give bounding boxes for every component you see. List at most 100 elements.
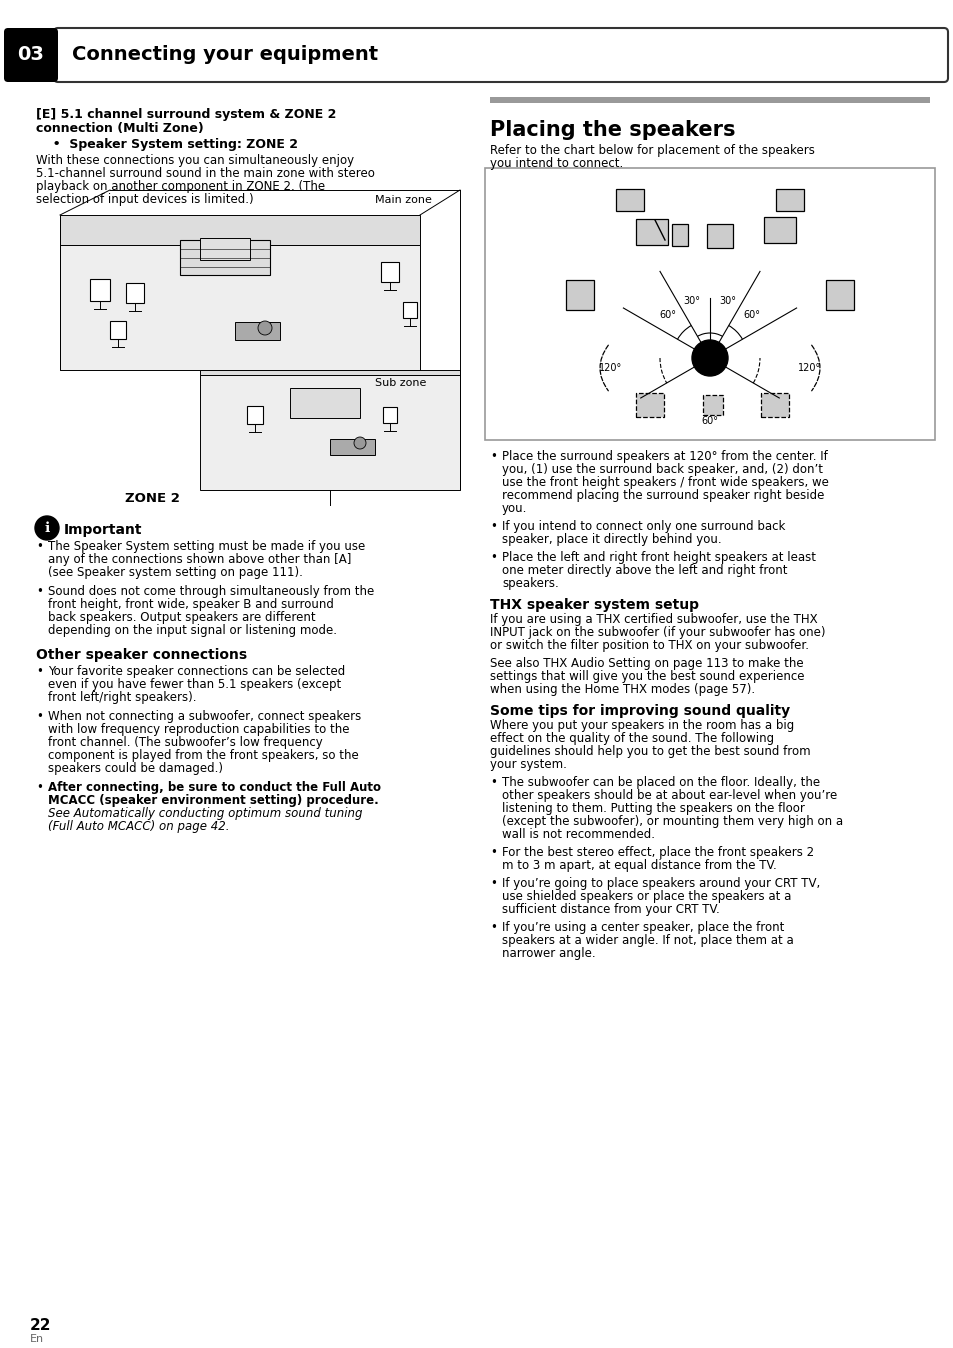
Text: you, (1) use the surround back speaker, and, (2) don’t: you, (1) use the surround back speaker, … (501, 462, 822, 476)
Bar (636, 218, 667, 245)
Text: •: • (490, 450, 497, 462)
Text: If you’re using a center speaker, place the front: If you’re using a center speaker, place … (501, 921, 783, 934)
Text: •: • (490, 847, 497, 859)
Text: speakers could be damaged.): speakers could be damaged.) (48, 762, 223, 775)
Text: The Speaker System setting must be made if you use: The Speaker System setting must be made … (48, 541, 365, 553)
Bar (706, 224, 732, 248)
Text: Other speaker connections: Other speaker connections (36, 648, 247, 662)
Text: For the best stereo effect, place the front speakers 2: For the best stereo effect, place the fr… (501, 847, 813, 859)
Bar (636, 394, 663, 417)
Text: playback on another component in ZONE 2. (The: playback on another component in ZONE 2.… (36, 181, 325, 193)
Text: •: • (36, 780, 43, 794)
Text: 120°: 120° (598, 363, 621, 373)
Text: front height, front wide, speaker B and surround: front height, front wide, speaker B and … (48, 599, 334, 611)
Bar (616, 189, 643, 212)
Text: Place the surround speakers at 120° from the center. If: Place the surround speakers at 120° from… (501, 450, 827, 462)
Text: •: • (36, 710, 43, 723)
Text: Sound does not come through simultaneously from the: Sound does not come through simultaneous… (48, 585, 374, 599)
Text: When not connecting a subwoofer, connect speakers: When not connecting a subwoofer, connect… (48, 710, 361, 723)
Text: effect on the quality of the sound. The following: effect on the quality of the sound. The … (490, 732, 773, 745)
Text: The subwoofer can be placed on the floor. Ideally, the: The subwoofer can be placed on the floor… (501, 776, 820, 789)
Polygon shape (60, 214, 419, 245)
Text: guidelines should help you to get the best sound from: guidelines should help you to get the be… (490, 745, 810, 758)
Bar (126, 283, 144, 303)
Text: •: • (490, 551, 497, 563)
Circle shape (691, 340, 727, 376)
Text: •: • (36, 665, 43, 678)
Text: •: • (490, 776, 497, 789)
Text: 03: 03 (17, 46, 45, 65)
Text: recommend placing the surround speaker right beside: recommend placing the surround speaker r… (501, 489, 823, 501)
Text: you intend to connect.: you intend to connect. (490, 156, 622, 170)
Bar (565, 280, 594, 310)
Bar (110, 321, 126, 338)
Bar (402, 302, 416, 318)
Text: any of the connections shown above other than [A]: any of the connections shown above other… (48, 553, 351, 566)
Text: speakers at a wider angle. If not, place them at a: speakers at a wider angle. If not, place… (501, 934, 793, 948)
Text: front left/right speakers).: front left/right speakers). (48, 692, 196, 704)
Text: Your favorite speaker connections can be selected: Your favorite speaker connections can be… (48, 665, 345, 678)
FancyBboxPatch shape (54, 28, 947, 82)
Text: when using the Home THX modes (page 57).: when using the Home THX modes (page 57). (490, 683, 755, 696)
Bar (290, 388, 359, 418)
Text: with low frequency reproduction capabilities to the: with low frequency reproduction capabili… (48, 723, 349, 736)
Text: After connecting, be sure to conduct the Full Auto: After connecting, be sure to conduct the… (48, 780, 380, 794)
Bar (330, 439, 375, 456)
Text: one meter directly above the left and right front: one meter directly above the left and ri… (501, 563, 786, 577)
Bar (247, 406, 263, 425)
Bar (180, 240, 270, 275)
Text: Placing the speakers: Placing the speakers (490, 120, 735, 140)
Circle shape (354, 437, 366, 449)
Text: Connecting your equipment: Connecting your equipment (71, 46, 377, 65)
Text: speakers.: speakers. (501, 577, 558, 590)
Circle shape (35, 516, 59, 541)
Text: [E] 5.1 channel surround system & ZONE 2: [E] 5.1 channel surround system & ZONE 2 (36, 108, 336, 121)
Text: or switch the filter position to THX on your subwoofer.: or switch the filter position to THX on … (490, 639, 808, 652)
Text: (see Speaker system setting on page 111).: (see Speaker system setting on page 111)… (48, 566, 302, 580)
Text: 60°: 60° (700, 417, 718, 426)
Text: Important: Important (64, 523, 142, 537)
Text: Where you put your speakers in the room has a big: Where you put your speakers in the room … (490, 718, 794, 732)
Text: •: • (490, 520, 497, 532)
Text: •: • (36, 585, 43, 599)
Text: See also THX Audio Setting on page 113 to make the: See also THX Audio Setting on page 113 t… (490, 656, 802, 670)
Text: (except the subwoofer), or mounting them very high on a: (except the subwoofer), or mounting them… (501, 816, 842, 828)
Text: speaker, place it directly behind you.: speaker, place it directly behind you. (501, 532, 720, 546)
Text: 22: 22 (30, 1318, 51, 1333)
Text: narrower angle.: narrower angle. (501, 948, 595, 960)
Bar (490, 97, 929, 102)
Text: ℹ: ℹ (45, 520, 50, 535)
Text: Place the left and right front height speakers at least: Place the left and right front height sp… (501, 551, 815, 563)
Text: Refer to the chart below for placement of the speakers: Refer to the chart below for placement o… (490, 144, 814, 156)
Text: m to 3 m apart, at equal distance from the TV.: m to 3 m apart, at equal distance from t… (501, 859, 776, 872)
Text: Main zone: Main zone (375, 195, 432, 205)
Bar (484, 168, 934, 439)
Text: use shielded speakers or place the speakers at a: use shielded speakers or place the speak… (501, 890, 791, 903)
Text: With these connections you can simultaneously enjoy: With these connections you can simultane… (36, 154, 354, 167)
Text: See Automatically conducting optimum sound tuning: See Automatically conducting optimum sou… (48, 807, 362, 820)
Text: listening to them. Putting the speakers on the floor: listening to them. Putting the speakers … (501, 802, 804, 816)
Text: use the front height speakers / front wide speakers, we: use the front height speakers / front wi… (501, 476, 828, 489)
Polygon shape (200, 369, 459, 375)
Text: sufficient distance from your CRT TV.: sufficient distance from your CRT TV. (501, 903, 719, 917)
Text: settings that will give you the best sound experience: settings that will give you the best sou… (490, 670, 803, 683)
Bar (234, 322, 280, 340)
Text: •: • (490, 921, 497, 934)
Text: even if you have fewer than 5.1 speakers (except: even if you have fewer than 5.1 speakers… (48, 678, 341, 692)
Text: THX speaker system setup: THX speaker system setup (490, 599, 699, 612)
Bar (702, 395, 722, 415)
Bar (825, 280, 853, 310)
Text: •: • (490, 878, 497, 890)
Text: your system.: your system. (490, 758, 566, 771)
Bar (775, 189, 803, 212)
Text: If you’re going to place speakers around your CRT TV,: If you’re going to place speakers around… (501, 878, 820, 890)
Text: Sub zone: Sub zone (375, 377, 426, 388)
Circle shape (257, 321, 272, 336)
Text: If you are using a THX certified subwoofer, use the THX: If you are using a THX certified subwoof… (490, 613, 817, 625)
Polygon shape (200, 375, 459, 491)
Text: other speakers should be at about ear-level when you’re: other speakers should be at about ear-le… (501, 789, 837, 802)
Bar (380, 262, 398, 282)
FancyArrowPatch shape (811, 345, 820, 391)
Text: •  Speaker System setting: ZONE 2: • Speaker System setting: ZONE 2 (44, 137, 297, 151)
Text: 30°: 30° (719, 297, 736, 306)
